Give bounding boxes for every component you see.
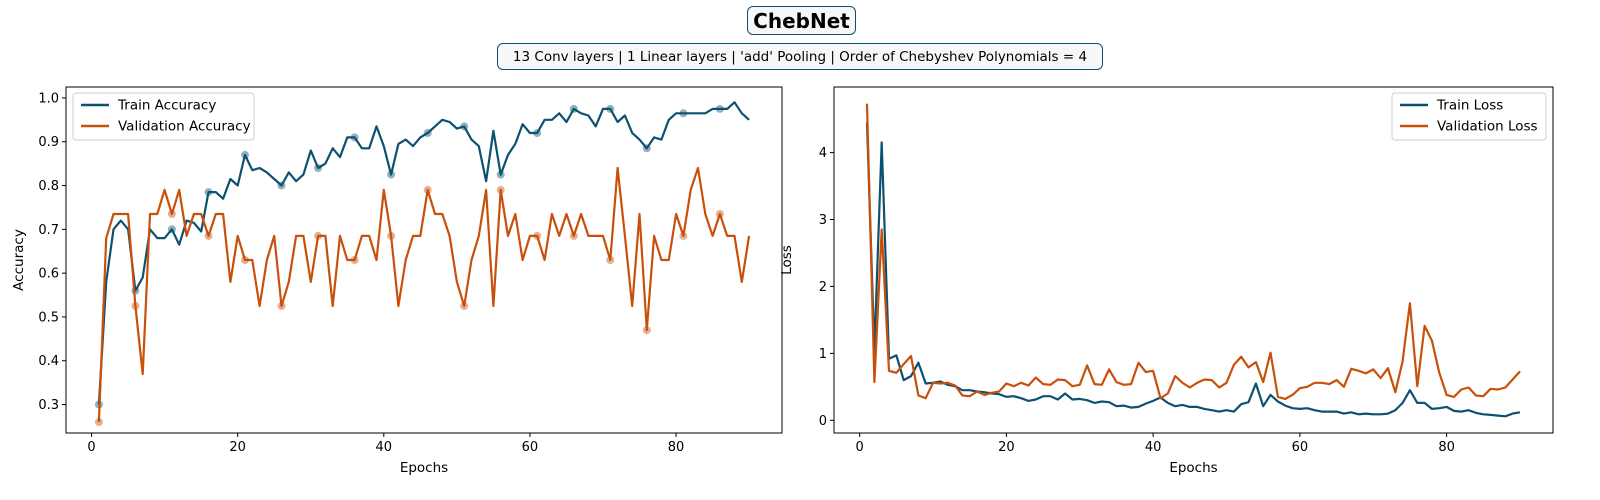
loss-legend-box: [1391, 92, 1547, 141]
loss-legend: Train Loss Validation Loss: [1391, 92, 1547, 141]
accuracy-series-line-2: [97, 166, 751, 423]
loss-panel: 0 20 40 60 80 0 1 2 3 4 Epochs Loss Train Loss Valida…: [779, 86, 1554, 476]
accuracy-marker: [496, 185, 505, 194]
accuracy-marker: [204, 188, 213, 197]
accuracy-marker: [496, 170, 505, 179]
loss-y-tick-label: 4: [819, 146, 827, 161]
loss-x-tick-label: 0: [856, 440, 864, 455]
accuracy-y-tick-label: 0.8: [38, 179, 59, 194]
accuracy-marker: [423, 129, 432, 137]
accuracy-x-tick-label: 60: [522, 440, 539, 455]
accuracy-marker: [167, 225, 176, 234]
accuracy-marker: [715, 104, 724, 113]
loss-y-tick-label: 2: [819, 280, 827, 295]
accuracy-x-tick-label: 40: [376, 440, 393, 455]
loss-y-tick-label: 3: [819, 213, 827, 228]
accuracy-y-tick-label: 1.0: [38, 91, 59, 106]
accuracy-marker: [277, 181, 286, 190]
accuracy-x-tick-label: 0: [87, 440, 95, 455]
accuracy-marker: [679, 109, 688, 118]
accuracy-y-tick-label: 0.3: [38, 398, 59, 413]
loss-x-tick-label: 20: [998, 440, 1015, 455]
loss-x-tick-label: 60: [1292, 440, 1309, 455]
accuracy-marker: [642, 144, 651, 153]
accuracy-legend-label-2: Validation Accuracy: [118, 119, 251, 135]
accuracy-y-tick-label: 0.9: [38, 135, 59, 150]
accuracy-marker: [241, 150, 249, 159]
accuracy-marker: [533, 231, 542, 240]
accuracy-marker: [606, 104, 615, 113]
accuracy-x-axis-label: Epochs: [400, 460, 448, 476]
loss-y-tick-label: 0: [819, 414, 827, 429]
accuracy-marker: [131, 302, 140, 310]
figure-title: ChebNet: [747, 6, 856, 35]
loss-series-line-2: [865, 103, 1521, 400]
accuracy-legend: Train Accuracy Validation Accuracy: [72, 92, 255, 141]
loss-y-axis-label: Loss: [779, 245, 795, 275]
accuracy-marker: [423, 185, 432, 194]
accuracy-marker: [533, 129, 542, 137]
loss-legend-label-1: Train Loss: [1436, 98, 1503, 114]
accuracy-marker: [387, 231, 396, 240]
accuracy-marker: [715, 210, 724, 218]
accuracy-plot-frame: [65, 86, 783, 434]
accuracy-y-tick-label: 0.7: [38, 223, 59, 238]
accuracy-legend-label-1: Train Accuracy: [117, 98, 216, 114]
accuracy-marker: [277, 302, 286, 310]
accuracy-marker: [241, 256, 249, 264]
accuracy-marker: [314, 164, 323, 172]
accuracy-marker: [204, 231, 213, 240]
accuracy-marker: [460, 302, 469, 310]
accuracy-marker: [569, 231, 578, 240]
accuracy-y-tick-label: 0.4: [38, 354, 59, 369]
accuracy-x-tick-label: 20: [229, 440, 246, 455]
accuracy-marker: [679, 231, 688, 240]
loss-x-tick-label: 40: [1145, 440, 1162, 455]
accuracy-marker: [314, 231, 323, 240]
accuracy-marker: [606, 256, 615, 264]
accuracy-y-tick-label: 0.5: [38, 310, 59, 325]
accuracy-marker: [642, 326, 651, 335]
accuracy-marker: [387, 170, 396, 179]
loss-x-tick-label: 80: [1438, 440, 1455, 455]
accuracy-y-tick-label: 0.6: [38, 267, 59, 282]
accuracy-legend-box: [72, 92, 255, 141]
accuracy-panel: 0 20 40 60 80 0.3 0.4 0.5 0.6 0.7 0.8 0.9 1.0 Epochs A…: [11, 86, 783, 476]
loss-legend-label-2: Validation Loss: [1437, 119, 1538, 135]
accuracy-marker: [569, 104, 578, 113]
accuracy-marker: [94, 418, 103, 427]
loss-series-line-1: [865, 122, 1521, 418]
accuracy-marker: [350, 133, 359, 142]
loss-plot-frame: [833, 86, 1554, 434]
accuracy-marker: [167, 210, 176, 218]
accuracy-series-line-1: [97, 101, 750, 405]
figure-subtitle: 13 Conv layers | 1 Linear layers | 'add'…: [497, 43, 1103, 70]
accuracy-marker: [350, 256, 359, 264]
accuracy-marker: [460, 122, 469, 131]
accuracy-x-tick-label: 80: [668, 440, 685, 455]
loss-y-tick-label: 1: [819, 347, 827, 362]
accuracy-y-axis-label: Accuracy: [11, 229, 27, 291]
loss-x-axis-label: Epochs: [1169, 460, 1217, 476]
